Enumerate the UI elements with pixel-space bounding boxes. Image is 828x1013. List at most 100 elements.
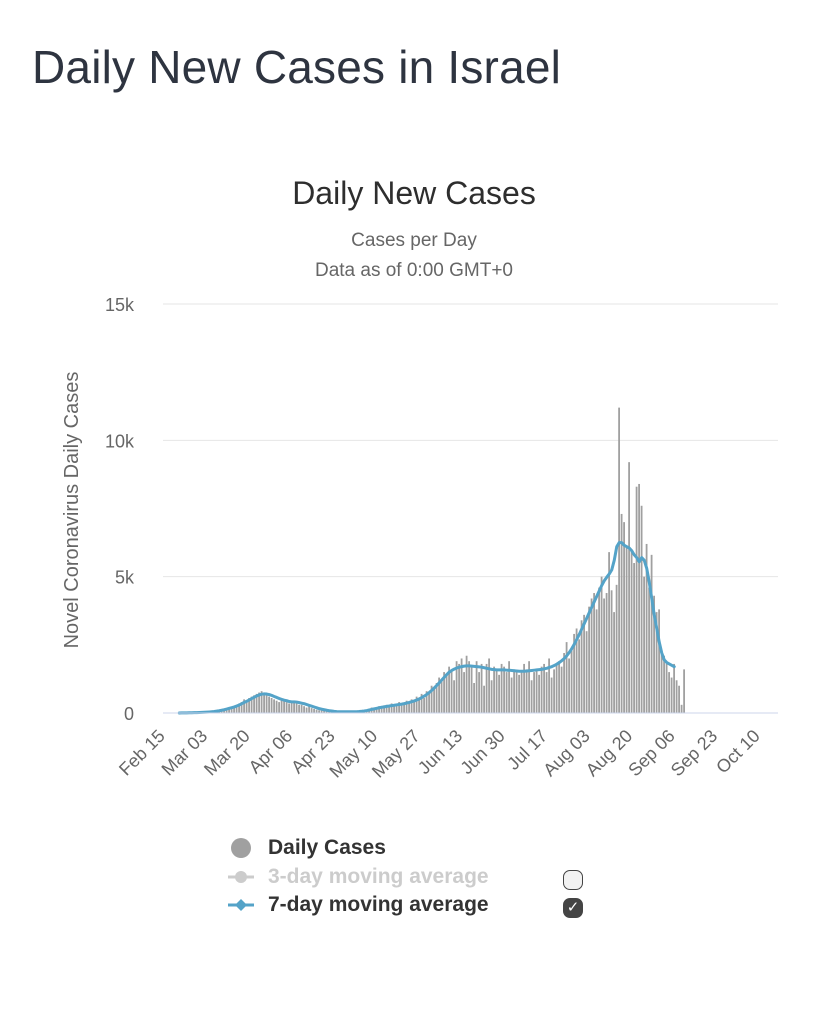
x-tick-label: Feb 15 bbox=[115, 726, 169, 780]
bar bbox=[611, 590, 613, 713]
bar bbox=[558, 661, 560, 713]
bar bbox=[661, 650, 663, 713]
bar bbox=[428, 694, 430, 713]
bar bbox=[511, 678, 513, 713]
bar bbox=[528, 661, 530, 713]
bar bbox=[288, 703, 290, 713]
bar bbox=[301, 705, 303, 713]
x-tick-label: Jun 30 bbox=[456, 726, 508, 778]
bar bbox=[593, 593, 595, 713]
bar bbox=[563, 653, 565, 713]
x-tick-label: Aug 03 bbox=[539, 726, 593, 780]
circle-marker-icon bbox=[228, 838, 262, 858]
bar bbox=[291, 702, 293, 713]
bar bbox=[533, 672, 535, 713]
chart-subtitle-line2: Data as of 0:00 GMT+0 bbox=[315, 260, 513, 281]
bar bbox=[538, 675, 540, 713]
bar bbox=[598, 588, 600, 713]
bar bbox=[446, 675, 448, 713]
bar bbox=[546, 672, 548, 713]
bar bbox=[601, 577, 603, 713]
x-tick-label: May 27 bbox=[368, 726, 424, 782]
bar bbox=[466, 656, 468, 713]
bar bbox=[631, 549, 633, 713]
bar bbox=[561, 667, 563, 713]
7day-average-checkbox[interactable]: ✓ bbox=[563, 898, 583, 918]
bar bbox=[403, 705, 405, 713]
bar bbox=[683, 669, 685, 713]
y-tick-label: 5k bbox=[115, 568, 135, 588]
bar bbox=[506, 672, 508, 713]
bar bbox=[396, 705, 398, 713]
bar bbox=[671, 678, 673, 713]
bar bbox=[643, 577, 645, 713]
bar bbox=[541, 667, 543, 713]
bar bbox=[521, 672, 523, 713]
bar bbox=[453, 680, 455, 713]
bar bbox=[483, 686, 485, 713]
bar bbox=[616, 585, 618, 713]
x-tick-label: Apr 06 bbox=[245, 726, 297, 778]
legend-item-7day-average[interactable]: 7-day moving average bbox=[228, 893, 489, 917]
bar bbox=[486, 664, 488, 713]
bar bbox=[606, 593, 608, 713]
bar bbox=[311, 708, 313, 713]
bar bbox=[516, 672, 518, 713]
legend-label-7day-average: 7-day moving average bbox=[268, 893, 489, 917]
bar bbox=[491, 680, 493, 713]
bar bbox=[556, 664, 558, 713]
bar bbox=[666, 664, 668, 713]
bar bbox=[636, 487, 638, 713]
3day-average-checkbox[interactable] bbox=[563, 870, 583, 890]
bar bbox=[418, 699, 420, 713]
daily-cases-bars bbox=[178, 408, 685, 713]
bar bbox=[306, 708, 308, 713]
bar bbox=[263, 694, 265, 713]
bar bbox=[591, 598, 593, 713]
bar bbox=[526, 669, 528, 713]
bar bbox=[571, 648, 573, 713]
bar bbox=[551, 678, 553, 713]
legend-item-3day-average[interactable]: 3-day moving average bbox=[228, 865, 489, 889]
legend-label-3day-average: 3-day moving average bbox=[268, 865, 489, 889]
bar bbox=[503, 667, 505, 713]
bar bbox=[451, 669, 453, 713]
bar bbox=[493, 667, 495, 713]
bar bbox=[498, 675, 500, 713]
bar bbox=[476, 661, 478, 713]
bar bbox=[468, 661, 470, 713]
bar bbox=[513, 669, 515, 713]
bar bbox=[633, 563, 635, 713]
bar bbox=[603, 598, 605, 713]
bar bbox=[296, 703, 298, 713]
bar bbox=[676, 680, 678, 713]
bar bbox=[273, 699, 275, 713]
bar bbox=[626, 547, 628, 713]
bar bbox=[613, 612, 615, 713]
bar bbox=[578, 639, 580, 713]
bar bbox=[286, 702, 288, 713]
bar bbox=[618, 408, 620, 713]
bar bbox=[518, 675, 520, 713]
bar bbox=[303, 706, 305, 713]
line-diamond-marker-icon bbox=[228, 895, 262, 915]
bar bbox=[658, 609, 660, 713]
y-tick-label: 15k bbox=[105, 295, 135, 315]
bar bbox=[588, 607, 590, 713]
bar bbox=[271, 698, 273, 713]
bar bbox=[433, 688, 435, 713]
bar bbox=[308, 706, 310, 713]
bar bbox=[663, 656, 665, 713]
bar bbox=[536, 669, 538, 713]
bar bbox=[266, 695, 268, 713]
bar bbox=[628, 462, 630, 713]
bar bbox=[478, 672, 480, 713]
bar bbox=[441, 680, 443, 713]
x-tick-label: Mar 03 bbox=[158, 726, 212, 780]
bar bbox=[496, 669, 498, 713]
legend-label-daily-cases: Daily Cases bbox=[268, 836, 386, 860]
x-tick-label: Oct 10 bbox=[712, 726, 764, 778]
legend-item-daily-cases[interactable]: Daily Cases bbox=[228, 836, 386, 860]
x-tick-label: Mar 20 bbox=[200, 726, 254, 780]
